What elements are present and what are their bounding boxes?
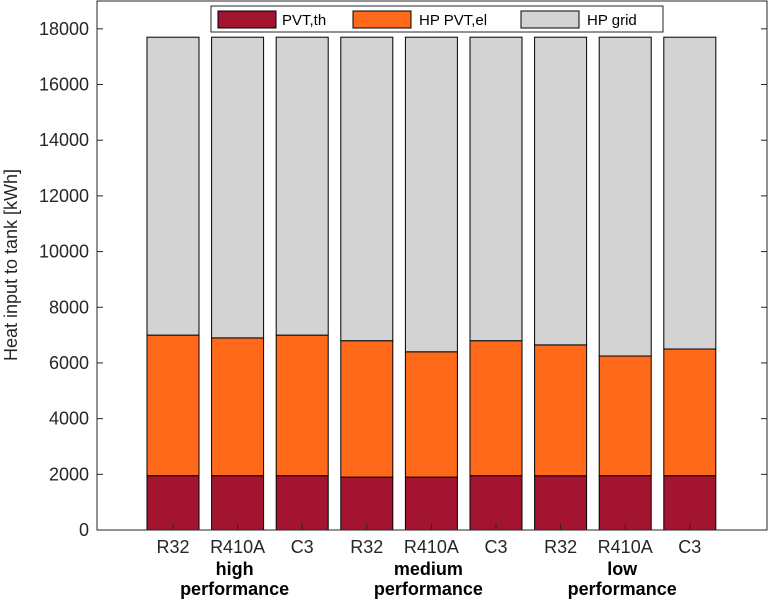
y-tick-label: 12000	[39, 186, 89, 206]
bar-segment	[534, 475, 588, 531]
group-label-line2: performance	[374, 579, 483, 599]
y-tick-label: 6000	[49, 353, 89, 373]
bar-segment	[663, 475, 717, 531]
bar-segment	[340, 340, 394, 478]
y-tick-label: 16000	[39, 75, 89, 95]
group-label-line1: medium	[394, 559, 463, 579]
bar-segment	[340, 36, 394, 342]
x-axis: R32 R410A C3 R32 R410A C3 R32 R410A C3	[156, 524, 701, 557]
x-tick-label: C3	[678, 537, 701, 557]
x-tick-label: C3	[291, 537, 314, 557]
bar-segment	[146, 334, 200, 477]
y-axis-title: Heat input to tank [kWh]	[1, 169, 21, 361]
bar-segment	[663, 36, 717, 350]
bar-segment	[663, 348, 717, 477]
group-labels: highperformancemediumperformancelowperfo…	[180, 559, 677, 599]
group-label-line1: high	[216, 559, 254, 579]
bar-segment	[598, 36, 652, 357]
legend-label: HP PVT,el	[419, 12, 487, 29]
x-tick-label: R410A	[210, 537, 265, 557]
legend-swatch	[352, 10, 412, 29]
bar-segment	[211, 475, 265, 531]
bars-layer	[146, 36, 717, 531]
bar-segment	[598, 355, 652, 477]
bar-segment	[275, 475, 329, 531]
bar-segment	[275, 36, 329, 336]
x-tick-label: R32	[350, 537, 383, 557]
bar-segment	[469, 340, 523, 477]
y-tick-label: 4000	[49, 409, 89, 429]
bar-segment	[404, 476, 458, 531]
legend-swatch	[217, 10, 277, 29]
bar-segment	[340, 476, 394, 531]
bar-segment	[146, 36, 200, 336]
bar-segment	[469, 475, 523, 531]
bar-segment	[404, 351, 458, 478]
bar-segment	[404, 36, 458, 353]
x-tick-label: R32	[544, 537, 577, 557]
bar-segment	[146, 475, 200, 531]
bar-segment	[211, 337, 265, 477]
y-tick-label: 14000	[39, 130, 89, 150]
bar-segment	[534, 344, 588, 477]
y-tick-label: 0	[79, 520, 89, 540]
legend-swatch	[520, 10, 580, 29]
legend-box	[210, 5, 664, 33]
bar-segment	[275, 334, 329, 477]
y-tick-label: 2000	[49, 464, 89, 484]
x-tick-label: R410A	[404, 537, 459, 557]
group-label-line2: performance	[180, 579, 289, 599]
bar-segment	[598, 475, 652, 531]
x-tick-label: R410A	[598, 537, 653, 557]
legend-label: PVT,th	[282, 12, 326, 29]
x-tick-label: C3	[484, 537, 507, 557]
y-tick-label: 8000	[49, 297, 89, 317]
bar-segment	[534, 36, 588, 346]
y-tick-label: 18000	[39, 19, 89, 39]
bar-segment	[469, 36, 523, 342]
x-tick-label: R32	[156, 537, 189, 557]
legend: PVT,th HP PVT,el HP grid	[210, 5, 664, 33]
y-axis: 0 2000 4000 6000 8000 10000 12000 14000 16000 180…	[39, 19, 767, 540]
group-label-line1: low	[607, 559, 638, 579]
bar-segment	[211, 36, 265, 339]
group-label-line2: performance	[568, 579, 677, 599]
plot-frame	[96, 0, 768, 531]
y-tick-label: 10000	[39, 242, 89, 262]
legend-label: HP grid	[587, 12, 637, 29]
